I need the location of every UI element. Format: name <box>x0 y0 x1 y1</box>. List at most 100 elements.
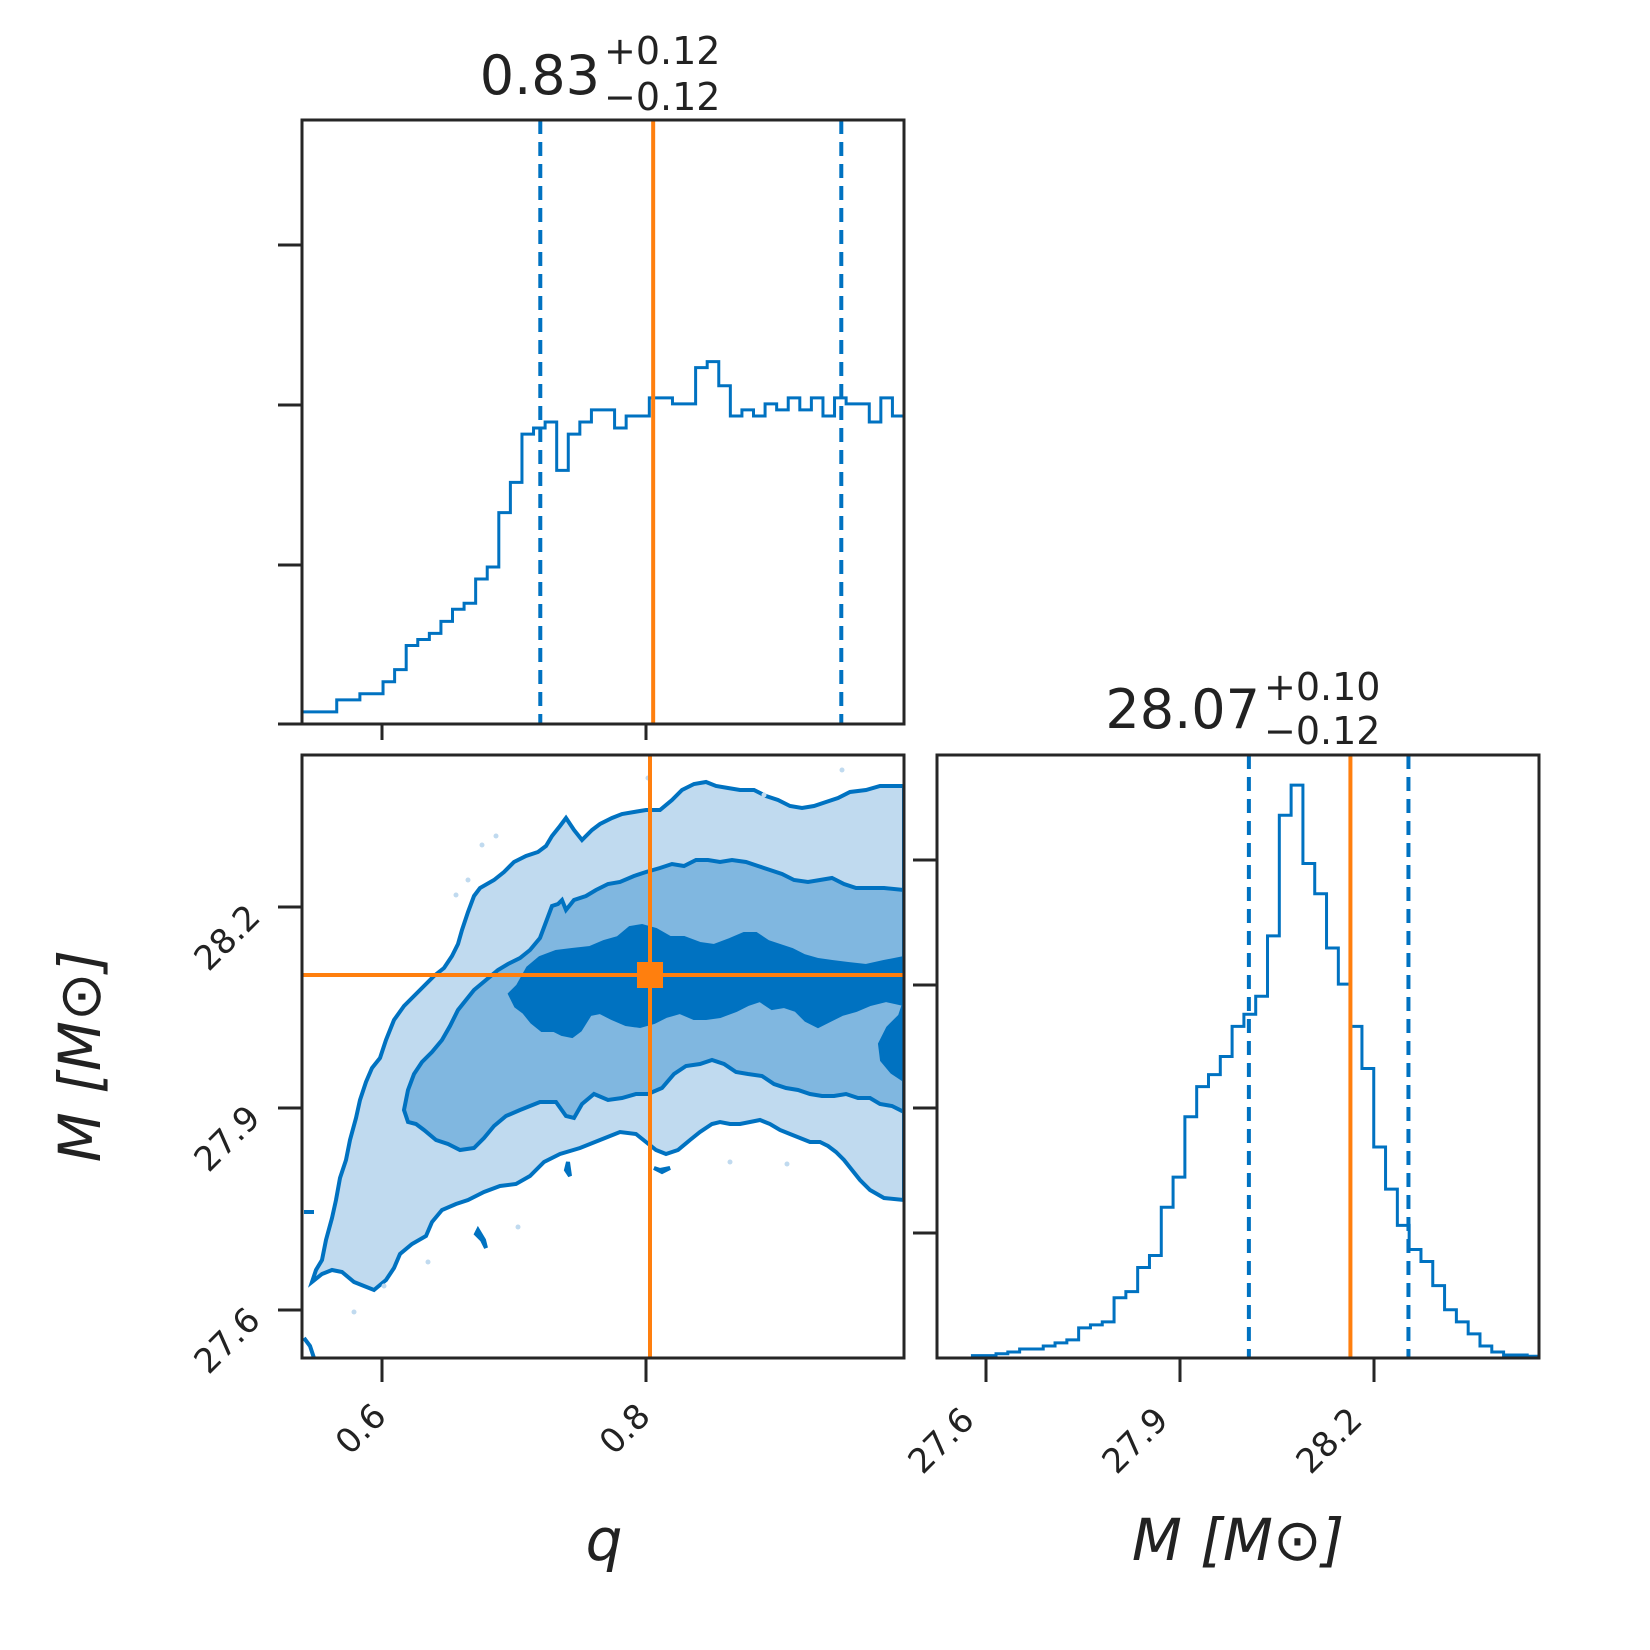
M-xlabel: M [M⊙] <box>1132 1506 1344 1574</box>
q-hist-outline <box>300 360 904 724</box>
q-hist-bar <box>788 398 800 724</box>
q-hist-bar <box>337 700 349 724</box>
q-hist-bar <box>881 398 893 724</box>
q-title-minus: −0.12 <box>604 75 720 119</box>
q-hist-bar <box>672 404 684 724</box>
M-hist-bar <box>1291 785 1303 1358</box>
M-hist-bar <box>1055 1343 1067 1358</box>
M-title-plus: +0.10 <box>1264 665 1380 709</box>
q-hist-bar <box>360 694 372 724</box>
q-hist-bar <box>684 404 696 724</box>
q-hist-bar <box>545 422 557 724</box>
M-marginal-panel: 27.6 27.9 28.2 28.07 +0.10 −0.12 M [M⊙] <box>901 665 1541 1574</box>
q-hist-bar <box>510 482 522 724</box>
q-hist-bar <box>892 416 904 724</box>
M-xtick-label: 28.2 <box>1289 1400 1371 1482</box>
M-hist-bar <box>1279 815 1291 1358</box>
joint-ytick-label: 28.2 <box>187 897 269 979</box>
M-hist-outline <box>937 783 1539 1360</box>
joint-xticks: 0.6 0.8 <box>328 1358 659 1463</box>
q-title-plus: +0.12 <box>604 29 720 73</box>
M-title: 28.07 <box>1105 678 1260 741</box>
q-hist-bar <box>615 428 627 724</box>
M-hist-bar <box>1197 1087 1209 1358</box>
M-hist-bar <box>1232 1026 1244 1358</box>
M-hist-bar <box>1409 1249 1421 1358</box>
q-hist-bar <box>522 434 534 724</box>
M-hist-bar <box>1173 1177 1185 1358</box>
q-hist-bar <box>441 621 453 724</box>
M-marginal-xticks: 27.6 27.9 28.2 <box>901 1358 1376 1482</box>
joint-xlabel: q <box>586 1506 623 1574</box>
M-hist-bar <box>1149 1255 1161 1358</box>
M-hist-bar <box>1456 1322 1468 1358</box>
q-title: 0.83 <box>480 44 600 107</box>
M-hist-bar <box>1220 1057 1232 1359</box>
q-hist-bar <box>406 645 418 724</box>
q-hist-bar <box>557 470 569 724</box>
M-hist-bar <box>1315 894 1327 1358</box>
M-hist-bar <box>1268 936 1280 1358</box>
q-hist-bar <box>858 404 870 724</box>
q-hist-bar <box>730 416 742 724</box>
q-histogram-layer <box>300 120 904 724</box>
joint-panel: 27.6 27.9 28.2 0.6 0.8 q M [M⊙] <box>46 753 906 1574</box>
joint-xtick-label: 0.8 <box>592 1396 659 1463</box>
joint-ytick-label: 27.9 <box>187 1098 269 1180</box>
M-hist-bar <box>1256 996 1268 1358</box>
q-hist-bar <box>453 609 465 724</box>
q-hist-bar <box>371 694 383 724</box>
M-marginal-frame <box>935 753 1541 1360</box>
M-hist-bar <box>1338 984 1350 1358</box>
contour-islands <box>302 1161 671 1358</box>
contour-inner <box>507 923 904 1083</box>
M-hist-bar <box>1480 1346 1492 1358</box>
q-hist-bar <box>314 712 326 724</box>
M-hist-bar <box>1043 1346 1055 1358</box>
q-marginal-panel: 0.83 +0.12 −0.12 <box>278 29 906 740</box>
M-title-minus: −0.12 <box>1264 709 1380 753</box>
M-hist-bar <box>1114 1298 1126 1358</box>
M-hist-bar <box>1138 1268 1150 1358</box>
M-hist-bar <box>1090 1325 1102 1358</box>
q-hist-bar <box>487 567 499 724</box>
q-hist-bar <box>869 422 881 724</box>
truth-marker <box>637 962 663 988</box>
q-hist-bar <box>476 579 488 724</box>
M-hist-bar <box>1067 1340 1079 1358</box>
scatter-points <box>351 767 845 1315</box>
q-hist-bar <box>846 404 858 724</box>
M-histogram-layer <box>937 755 1539 1360</box>
M-hist-bar <box>1208 1075 1220 1358</box>
q-marginal-xticks <box>380 724 648 740</box>
q-hist-bar <box>383 682 395 724</box>
q-hist-bar <box>429 633 441 724</box>
joint-ytick-label: 27.6 <box>187 1300 269 1382</box>
M-hist-bar <box>1386 1189 1398 1358</box>
q-hist-bar <box>568 434 580 724</box>
M-hist-bar <box>1421 1262 1433 1358</box>
q-hist-bar <box>707 362 719 724</box>
joint-ylabel: M [M⊙] <box>46 950 114 1162</box>
q-hist-bar <box>580 422 592 724</box>
q-hist-bar <box>603 410 615 724</box>
M-hist-bar <box>1327 948 1339 1358</box>
q-hist-bar <box>418 639 430 724</box>
q-hist-bar <box>638 416 650 724</box>
joint-frame <box>300 753 906 1360</box>
M-xtick-label: 27.6 <box>901 1400 983 1482</box>
q-hist-bar <box>464 603 476 724</box>
q-marginal-frame <box>300 118 906 726</box>
q-hist-bar <box>348 700 360 724</box>
q-hist-bar <box>719 386 731 724</box>
M-xtick-label: 27.9 <box>1095 1400 1177 1482</box>
q-hist-bar <box>823 416 835 724</box>
joint-xtick-label: 0.6 <box>328 1396 395 1463</box>
q-hist-bar <box>765 404 777 724</box>
q-hist-bar <box>800 410 812 724</box>
joint-yticks: 27.6 27.9 28.2 <box>187 897 302 1382</box>
M-hist-bar <box>1303 864 1315 1358</box>
M-hist-bar <box>1185 1117 1197 1358</box>
q-hist-bar <box>591 410 603 724</box>
